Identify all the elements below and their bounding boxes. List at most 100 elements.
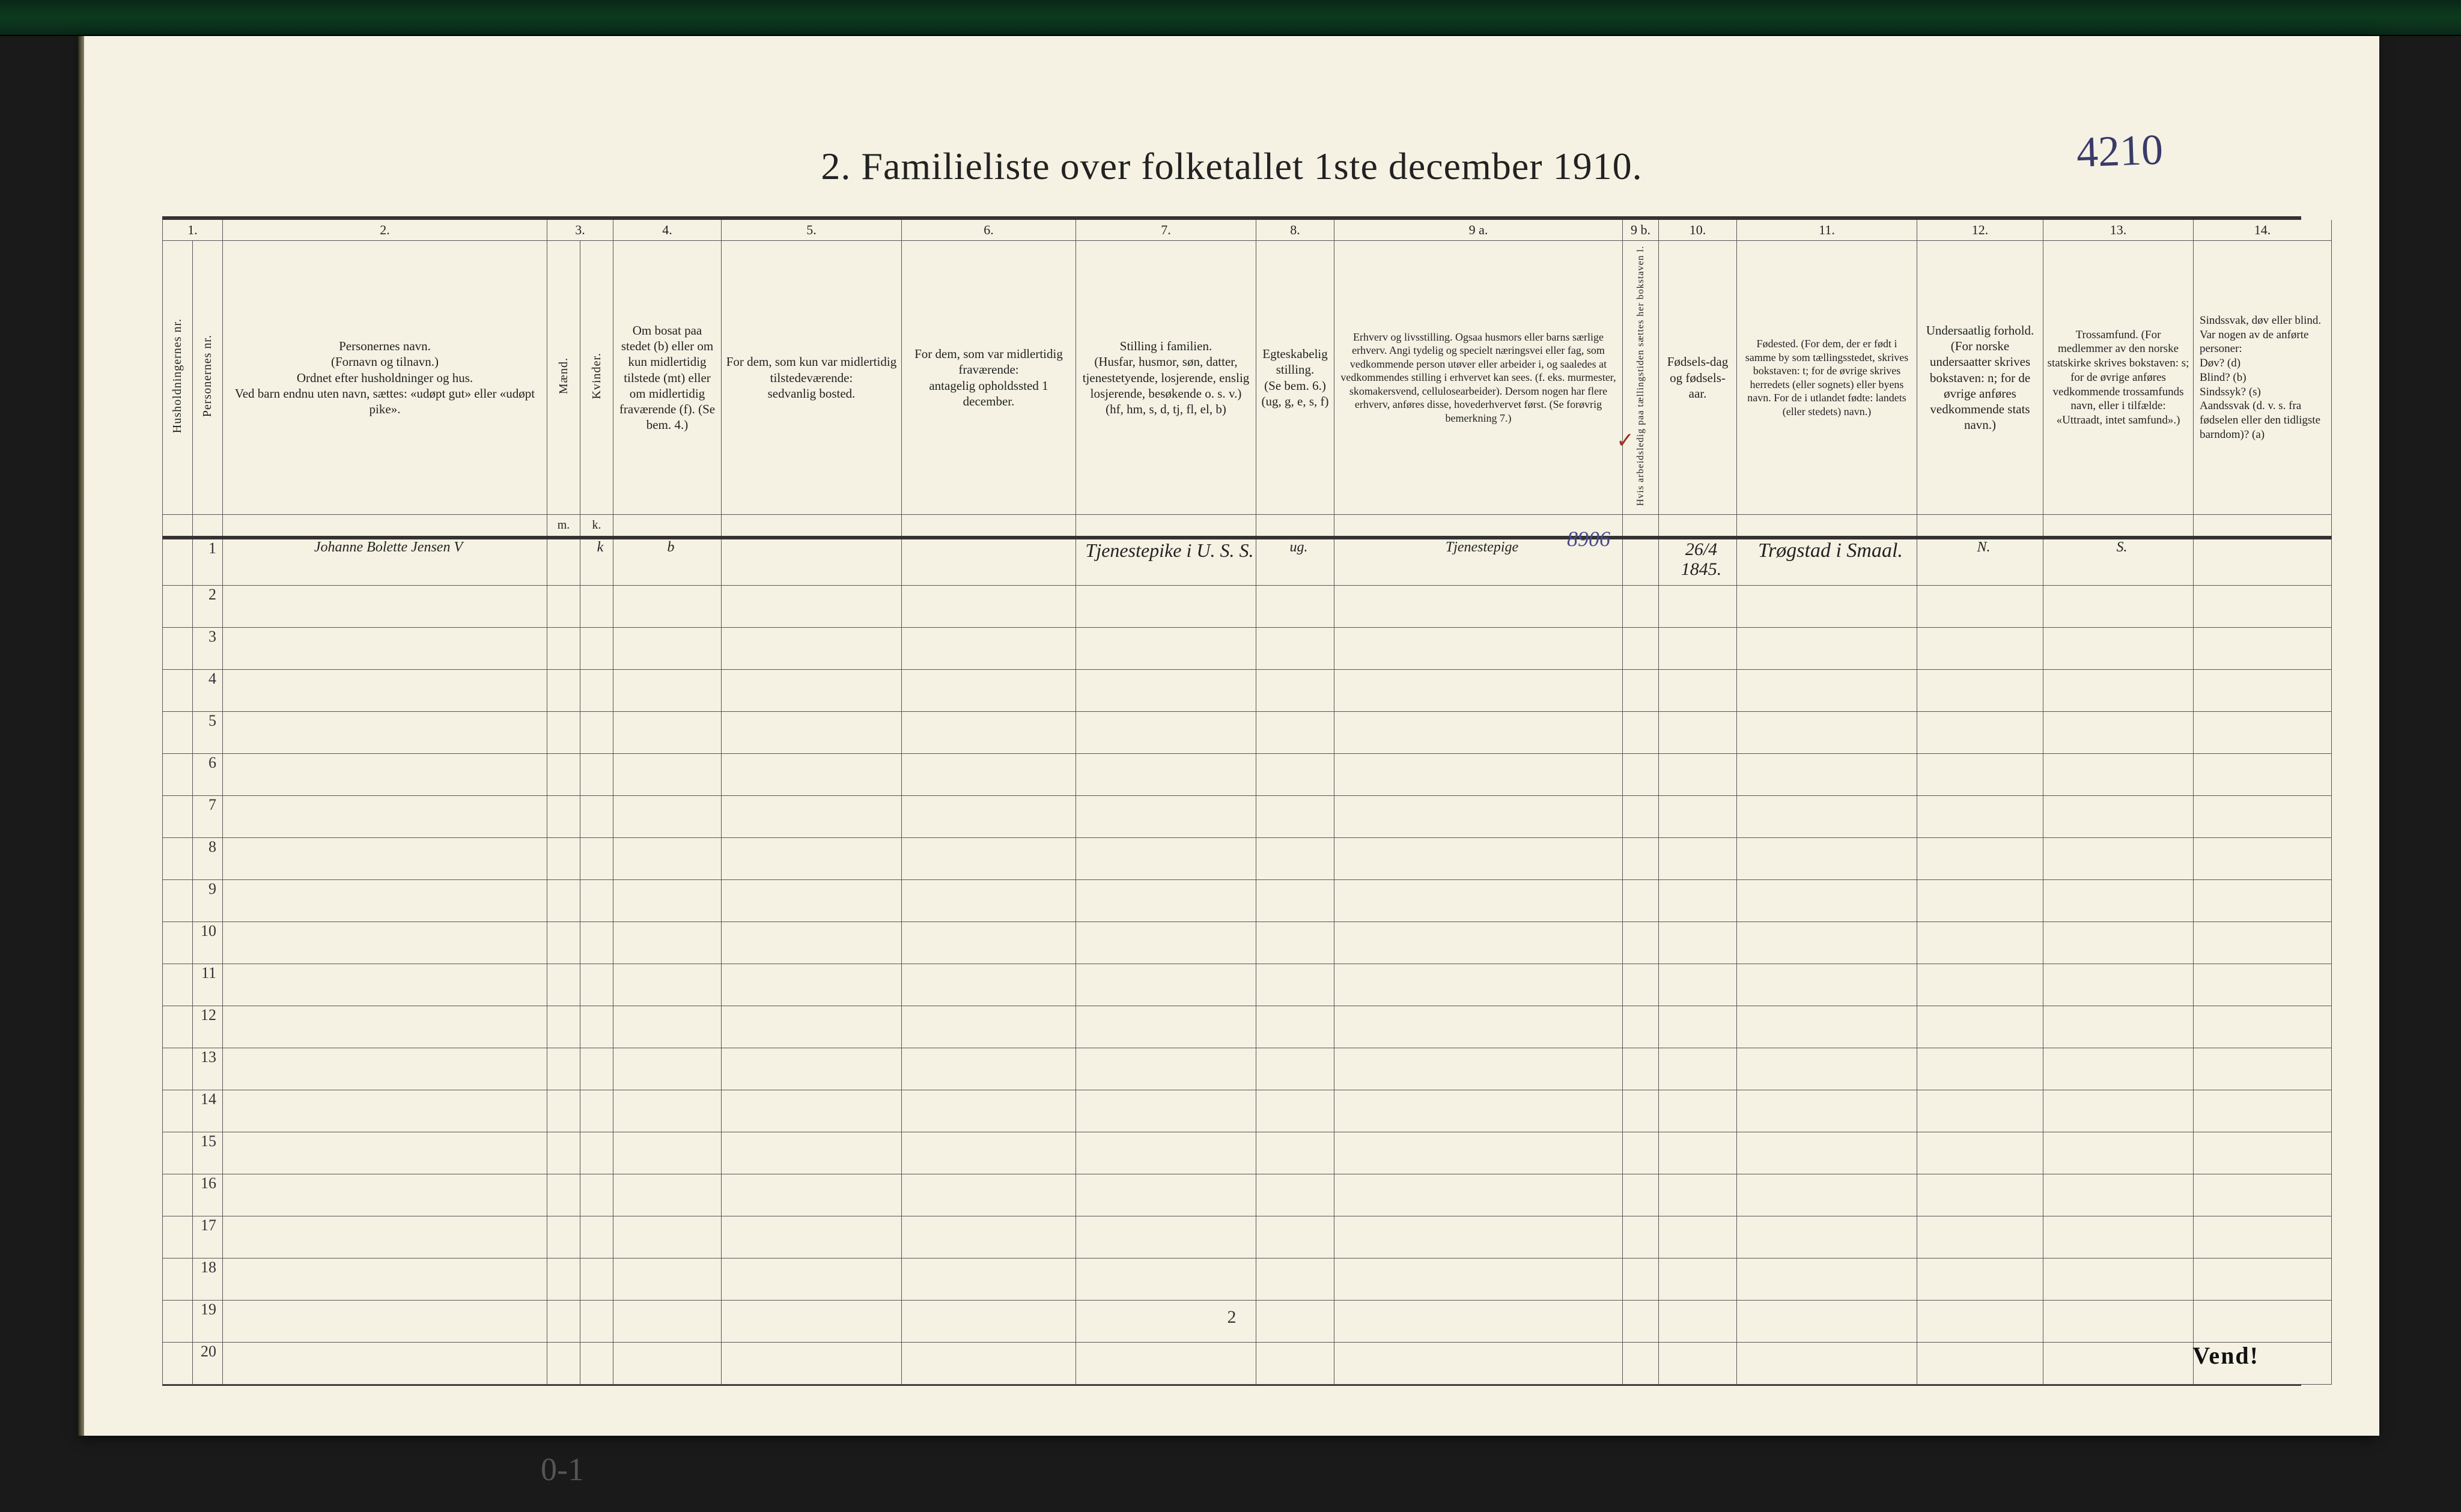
- cell-temp-absent: [902, 586, 1076, 628]
- cell-birthdate: [1659, 586, 1737, 628]
- cell-nationality: [1917, 880, 2043, 922]
- table-row: 4: [163, 670, 2332, 712]
- cell-sex-k: [580, 796, 613, 838]
- cell-sex-m: [547, 1343, 580, 1385]
- header-c10: Fødsels-dag og fødsels-aar.: [1659, 241, 1737, 515]
- footer-page-number: 2: [84, 1307, 2379, 1328]
- column-header-row: Husholdningernes nr. Personernes nr. Per…: [163, 241, 2332, 515]
- header-c13: Trossamfund. (For medlemmer av den norsk…: [2043, 241, 2194, 515]
- table-row: 7: [163, 796, 2332, 838]
- handwritten-page-number: 4210: [2076, 125, 2164, 178]
- cell-sex-k: [580, 922, 613, 964]
- cell-disability: [2194, 1258, 2332, 1301]
- cell-temp-absent: [902, 1343, 1076, 1385]
- cell-nationality: [1917, 628, 2043, 670]
- cell-person-nr: 20: [193, 1343, 223, 1385]
- colnum-9b: 9 b.: [1623, 220, 1659, 241]
- cell-occupation: [1334, 1216, 1623, 1258]
- sub-c1b: [193, 515, 223, 538]
- cell-nationality: [1917, 1343, 2043, 1385]
- cell-temp-absent: [902, 964, 1076, 1006]
- cell-family-position: [1076, 1132, 1256, 1174]
- colnum-4: 4.: [613, 220, 722, 241]
- header-c14: Sindssvak, døv eller blind. Var nogen av…: [2194, 241, 2332, 515]
- cell-temp-present: [722, 538, 902, 586]
- cell-family-position: [1076, 1216, 1256, 1258]
- cell-name: [223, 964, 547, 1006]
- cell-person-nr: 1: [193, 538, 223, 586]
- header-c1a-label: Husholdningernes nr.: [170, 318, 185, 433]
- cell-faith: [2043, 712, 2194, 754]
- cell-temp-absent: [902, 628, 1076, 670]
- colnum-6: 6.: [902, 220, 1076, 241]
- cell-marital: [1256, 586, 1334, 628]
- header-c2: Personernes navn. (Fornavn og tilnavn.) …: [223, 241, 547, 515]
- cell-family-position: [1076, 964, 1256, 1006]
- cell-occupation: [1334, 586, 1623, 628]
- cell-sex-m: [547, 628, 580, 670]
- cell-temp-present: [722, 586, 902, 628]
- cell-temp-present: [722, 1174, 902, 1216]
- cell-unemployed: [1623, 670, 1659, 712]
- sub-c14: [2194, 515, 2332, 538]
- cell-occupation: [1334, 1006, 1623, 1048]
- cell-name: [223, 628, 547, 670]
- colnum-14: 14.: [2194, 220, 2332, 241]
- cell-birthdate: [1659, 754, 1737, 796]
- sub-c3b: k.: [580, 515, 613, 538]
- cell-birthdate: [1659, 1343, 1737, 1385]
- sub-c9b: [1623, 515, 1659, 538]
- cell-faith: S.: [2043, 538, 2194, 586]
- cell-person-nr: 5: [193, 712, 223, 754]
- cell-marital: [1256, 838, 1334, 880]
- cell-disability: [2194, 538, 2332, 586]
- colnum-12: 12.: [1917, 220, 2043, 241]
- cell-nationality: [1917, 586, 2043, 628]
- table-row: 3: [163, 628, 2332, 670]
- cell-family-position: [1076, 880, 1256, 922]
- cell-faith: [2043, 1132, 2194, 1174]
- cell-name: [223, 796, 547, 838]
- colnum-10: 10.: [1659, 220, 1737, 241]
- cell-nationality: [1917, 1090, 2043, 1132]
- cell-sex-k: [580, 1006, 613, 1048]
- cell-name: [223, 838, 547, 880]
- table-row: 18: [163, 1258, 2332, 1301]
- cell-birthdate: [1659, 1048, 1737, 1090]
- cell-unemployed: [1623, 628, 1659, 670]
- cell-disability: [2194, 1216, 2332, 1258]
- cell-nationality: [1917, 1132, 2043, 1174]
- cell-birthplace: [1737, 628, 1917, 670]
- sub-c2: [223, 515, 547, 538]
- cell-faith: [2043, 586, 2194, 628]
- cell-name: [223, 1132, 547, 1174]
- cell-name: [223, 670, 547, 712]
- cell-faith: [2043, 628, 2194, 670]
- cell-person-nr: 10: [193, 922, 223, 964]
- cell-birthplace: [1737, 586, 1917, 628]
- cell-sex-k: [580, 1258, 613, 1301]
- cell-faith: [2043, 1216, 2194, 1258]
- cell-temp-present: [722, 1216, 902, 1258]
- cell-person-nr: 6: [193, 754, 223, 796]
- header-c12: Undersaatlig forhold. (For norske unders…: [1917, 241, 2043, 515]
- sub-c6: [902, 515, 1076, 538]
- occupation-overwrite: 8906: [1567, 526, 1610, 551]
- cell-sex-m: [547, 586, 580, 628]
- cell-household-nr: [163, 1132, 193, 1174]
- cell-faith: [2043, 1343, 2194, 1385]
- cell-occupation: [1334, 1132, 1623, 1174]
- cell-household-nr: [163, 880, 193, 922]
- cell-sex-m: [547, 1006, 580, 1048]
- cell-family-position: [1076, 628, 1256, 670]
- table-row: 9: [163, 880, 2332, 922]
- cell-unemployed: [1623, 838, 1659, 880]
- cell-person-nr: 3: [193, 628, 223, 670]
- column-number-row: 1. 2. 3. 4. 5. 6. 7. 8. 9 a. 9 b. 10. 11…: [163, 220, 2332, 241]
- table-row: 20: [163, 1343, 2332, 1385]
- cell-family-position: [1076, 712, 1256, 754]
- cell-birthplace: [1737, 712, 1917, 754]
- cell-unemployed: [1623, 712, 1659, 754]
- table-row: 11: [163, 964, 2332, 1006]
- cell-birthdate: [1659, 1006, 1737, 1048]
